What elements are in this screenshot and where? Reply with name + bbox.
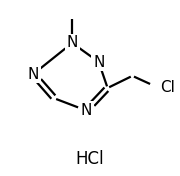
Text: N: N [81,103,92,118]
Text: N: N [93,55,104,70]
Text: N: N [66,35,78,51]
Text: HCl: HCl [76,150,104,168]
Text: N: N [28,67,39,82]
Text: Cl: Cl [160,80,175,96]
